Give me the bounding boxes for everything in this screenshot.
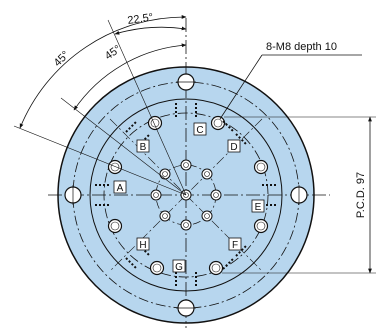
tapped-hole xyxy=(107,218,123,234)
hole-label-c: C xyxy=(193,122,207,136)
dotted-marks xyxy=(95,103,277,287)
svg-text:B: B xyxy=(140,142,147,153)
svg-text:45°: 45° xyxy=(52,49,72,69)
svg-text:A: A xyxy=(117,183,124,194)
svg-text:F: F xyxy=(232,240,238,251)
tapped-hole xyxy=(208,260,224,276)
inner-hole xyxy=(159,210,171,222)
angle-dimension-half: 22.5° xyxy=(107,11,187,196)
inner-hole xyxy=(180,219,192,231)
inner-hole xyxy=(210,189,222,201)
hole-label-h: H xyxy=(136,237,150,251)
through-hole-bottom xyxy=(176,299,196,317)
thread-callout: 8-M8 depth 10 xyxy=(219,41,362,120)
svg-text:8-M8 depth 10: 8-M8 depth 10 xyxy=(266,41,337,53)
svg-text:H: H xyxy=(139,240,146,251)
tapped-hole xyxy=(210,115,226,131)
tapped-hole xyxy=(253,159,269,175)
tapped-hole xyxy=(149,260,165,276)
inner-hole xyxy=(159,168,171,180)
hole-label-f: F xyxy=(228,237,242,251)
tapped-hole xyxy=(253,218,269,234)
hole-label-d: D xyxy=(227,139,241,153)
inner-hole xyxy=(201,210,213,222)
through-hole-right xyxy=(290,185,308,205)
svg-text:G: G xyxy=(175,262,183,273)
hole-label-b: B xyxy=(136,139,150,153)
pcd-dimension: P.C.D. 97 xyxy=(222,116,376,274)
svg-text:45°: 45° xyxy=(103,43,124,62)
inner-hole xyxy=(180,159,192,171)
hole-label-e: E xyxy=(251,199,265,213)
svg-text:P.C.D. 97: P.C.D. 97 xyxy=(355,172,367,218)
svg-text:C: C xyxy=(196,125,203,136)
svg-text:D: D xyxy=(230,142,237,153)
inner-hole xyxy=(150,189,162,201)
through-hole-left xyxy=(64,185,82,205)
hole-label-a: A xyxy=(113,180,127,194)
svg-text:22.5°: 22.5° xyxy=(127,11,154,26)
hole-label-g: G xyxy=(172,259,186,273)
tapped-hole xyxy=(147,115,163,131)
inner-hole xyxy=(201,168,213,180)
svg-text:E: E xyxy=(255,202,262,213)
tapped-hole xyxy=(107,159,123,175)
